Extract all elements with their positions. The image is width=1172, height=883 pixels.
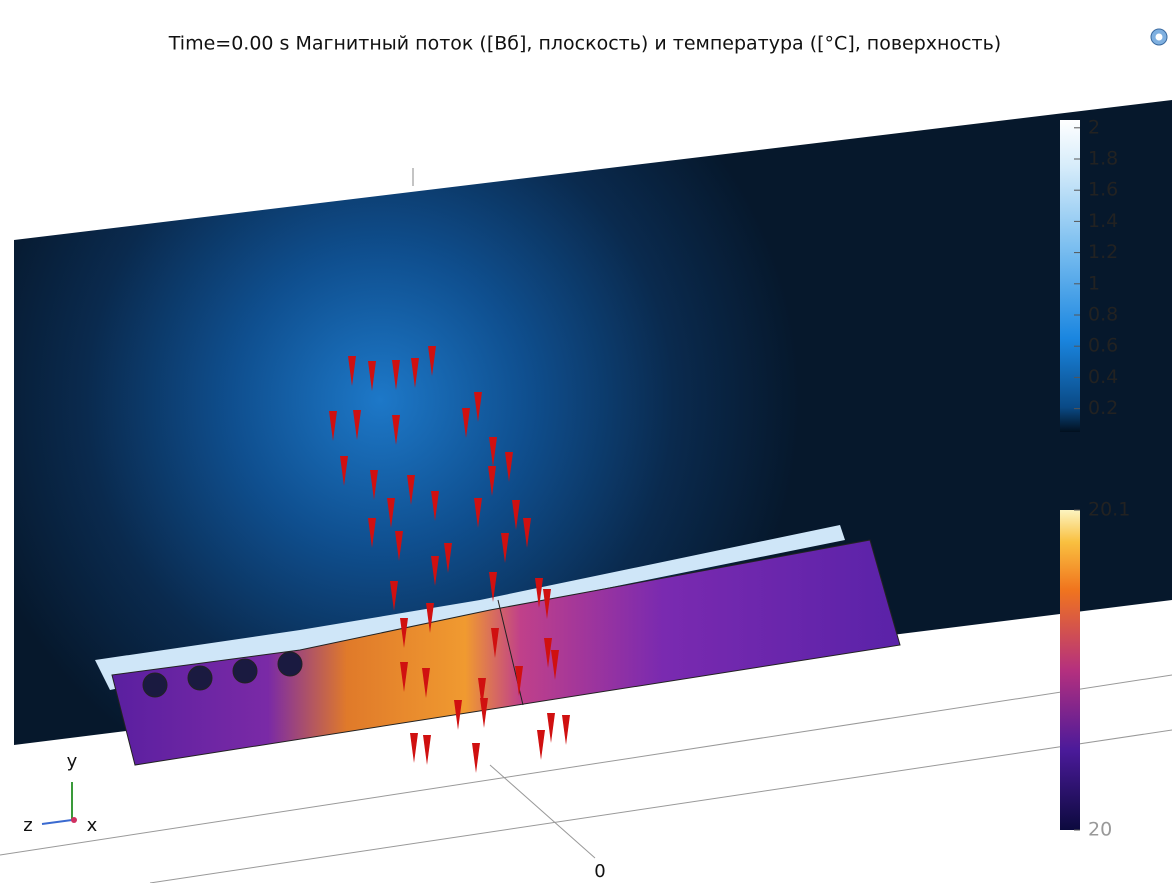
colorbar-tick-label: 1.2 [1088, 241, 1118, 263]
colorbar-tick-label: 0.6 [1088, 335, 1118, 357]
flux-arrow [472, 743, 480, 773]
flux-arrow [562, 715, 570, 745]
flux-arrow [410, 733, 418, 763]
flux-arrow [547, 713, 555, 743]
colorbar-tick-label: 20 [1088, 819, 1112, 841]
axis-label: x [87, 815, 98, 836]
colorbar-tick-label: 1.6 [1088, 179, 1118, 201]
colorbar-tick-label: 20.1 [1088, 499, 1130, 521]
flux-arrow [423, 735, 431, 765]
axis-triad: y z x [23, 751, 97, 836]
colorbar-tick-label: 1 [1088, 272, 1100, 294]
flux-arrow [480, 698, 488, 728]
colorbar-tick-label: 1.4 [1088, 210, 1118, 232]
flux-colorbar [1060, 120, 1080, 432]
colorbar-tick-label: 1.8 [1088, 148, 1118, 170]
temperature-colorbar [1060, 510, 1080, 830]
plot-window: Time=0.00 s Магнитный поток ([Вб], плоск… [0, 0, 1172, 883]
origin-label: 0 [594, 861, 605, 882]
axis-label: y [67, 751, 78, 772]
colorbar-tick-label: 0.8 [1088, 304, 1118, 326]
axis-label: z [23, 815, 32, 836]
flux-arrow [537, 730, 545, 760]
colorbar-tick-label: 0.4 [1088, 366, 1118, 388]
plot-title: Time=0.00 s Магнитный поток ([Вб], плоск… [168, 33, 1001, 55]
colorbar-tick-label: 2 [1088, 116, 1100, 138]
toolbar-icon[interactable] [1151, 29, 1167, 45]
colorbar-tick-label: 0.2 [1088, 397, 1118, 419]
